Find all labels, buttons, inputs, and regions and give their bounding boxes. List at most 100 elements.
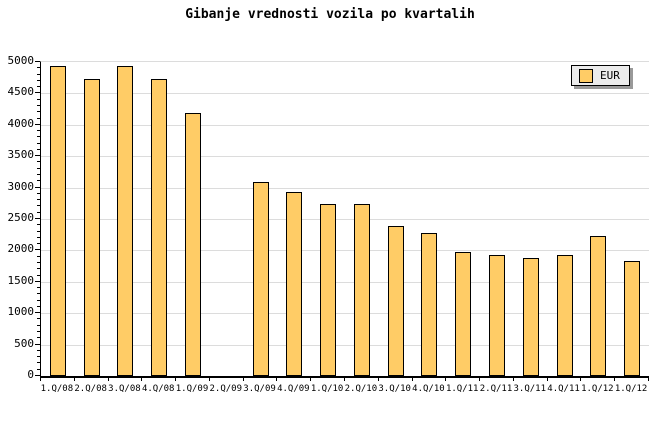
y-minor-tick <box>37 73 40 75</box>
x-tick-label: 1.Q/09 <box>175 384 209 394</box>
y-minor-tick <box>37 180 40 182</box>
x-tick-label: 2.Q/09 <box>209 384 243 394</box>
y-major-tick <box>35 123 40 125</box>
gridline <box>41 281 649 283</box>
y-minor-tick <box>37 111 40 113</box>
y-minor-tick <box>37 136 40 138</box>
y-minor-tick <box>37 211 40 213</box>
x-tick-label: 2.Q/08 <box>74 384 107 394</box>
y-minor-tick <box>37 86 40 88</box>
y-major-tick <box>35 375 40 376</box>
y-minor-tick <box>37 79 40 81</box>
y-major-tick <box>35 249 40 251</box>
y-minor-tick <box>37 67 40 69</box>
x-tick-label: 3.Q/08 <box>108 384 141 394</box>
y-minor-tick <box>37 274 40 276</box>
gridline <box>41 250 649 252</box>
legend: EUR <box>571 65 630 86</box>
y-minor-tick <box>37 318 40 320</box>
y-tick-label: 2500 <box>7 211 35 224</box>
x-tick-label: 4.Q/09 <box>277 384 310 394</box>
bar <box>522 258 539 376</box>
x-tick-label: 3.Q/10 <box>378 384 411 394</box>
x-tick <box>107 377 109 381</box>
x-tick <box>40 377 41 381</box>
bar <box>151 79 168 376</box>
y-tick-label: 0 <box>27 368 34 381</box>
y-minor-tick <box>37 287 40 289</box>
y-minor-tick <box>37 117 40 119</box>
gridline <box>41 187 649 189</box>
gridline <box>41 93 649 95</box>
y-major-tick <box>35 186 40 188</box>
y-minor-tick <box>37 199 40 201</box>
y-major-tick <box>35 312 40 314</box>
y-minor-tick <box>37 130 40 132</box>
x-tick <box>648 377 649 381</box>
y-minor-tick <box>37 98 40 100</box>
x-tick-label: 4.Q/08 <box>141 384 175 394</box>
y-minor-tick <box>37 368 40 370</box>
bar <box>387 226 404 376</box>
bar <box>49 66 66 376</box>
x-tick <box>344 377 345 381</box>
gridline <box>41 124 649 126</box>
y-minor-tick <box>37 224 40 226</box>
y-minor-tick <box>37 192 40 194</box>
x-tick-label: 1.Q/11 <box>445 384 479 394</box>
x-tick-label: 3.Q/11 <box>513 384 547 394</box>
y-minor-tick <box>37 161 40 163</box>
bar <box>320 204 337 376</box>
x-tick <box>73 377 75 381</box>
x-tick <box>580 377 582 381</box>
bar <box>489 255 505 376</box>
y-major-tick <box>35 280 40 282</box>
x-tick-label: 3.Q/09 <box>243 384 276 394</box>
y-major-tick <box>35 218 40 219</box>
y-minor-tick <box>37 268 40 270</box>
y-tick-label: 500 <box>14 336 34 350</box>
y-minor-tick <box>37 230 40 232</box>
y-minor-tick <box>37 167 40 169</box>
x-tick <box>546 377 548 381</box>
x-tick-label: 1.Q/12 <box>614 384 648 394</box>
y-minor-tick <box>37 293 40 295</box>
x-tick <box>310 377 312 381</box>
x-tick <box>141 377 143 381</box>
y-minor-tick <box>37 261 40 263</box>
y-tick-label: 4000 <box>7 116 35 130</box>
y-major-tick <box>35 61 40 62</box>
y-major-tick <box>35 155 40 157</box>
bar <box>353 204 370 376</box>
x-tick-label: 2.Q/10 <box>344 384 378 394</box>
x-tick <box>411 377 413 381</box>
legend-swatch-icon <box>579 68 593 83</box>
gridline <box>41 344 649 346</box>
bar <box>83 79 100 376</box>
x-tick <box>175 377 177 381</box>
y-minor-tick <box>37 324 40 326</box>
x-tick <box>242 377 244 381</box>
x-tick-label: 1.Q/12 <box>581 384 614 394</box>
bar <box>117 66 134 376</box>
y-minor-tick <box>37 299 40 301</box>
y-minor-tick <box>37 142 40 144</box>
y-tick-label: 1500 <box>7 273 35 287</box>
x-tick <box>208 377 210 381</box>
y-minor-tick <box>37 255 40 257</box>
bar <box>185 113 201 376</box>
x-tick <box>479 377 481 381</box>
chart-title: Gibanje vrednosti vozila po kvartalih <box>185 7 475 22</box>
y-major-tick <box>35 343 40 345</box>
y-tick-label: 5000 <box>7 54 35 67</box>
x-tick <box>445 377 447 381</box>
y-minor-tick <box>37 331 40 333</box>
y-tick-label: 3500 <box>7 148 35 162</box>
y-tick-label: 4500 <box>7 85 35 99</box>
y-tick-label: 3000 <box>7 179 35 193</box>
y-minor-tick <box>37 337 40 339</box>
gridline <box>41 219 649 220</box>
y-minor-tick <box>37 148 40 150</box>
y-minor-tick <box>37 243 40 245</box>
